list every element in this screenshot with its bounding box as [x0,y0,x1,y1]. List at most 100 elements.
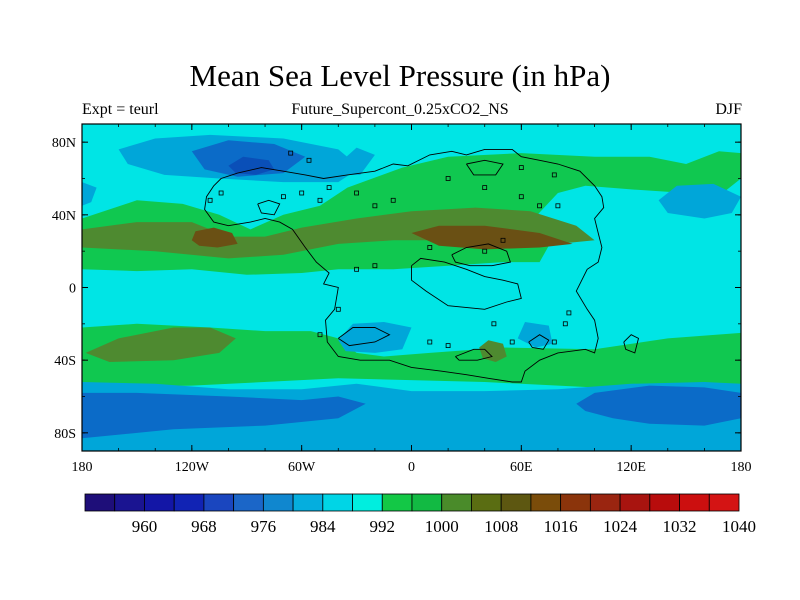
island-outline-4 [354,190,360,196]
colorbar-label: 976 [251,517,277,536]
map-axis-ticks: 180 120W 60W 0 60E 120E 180 80N 40N 0 40S 80S [52,124,752,475]
coastline-0 [204,148,605,383]
island-outline-31 [306,157,312,163]
colorbar-label: 1000 [425,517,459,536]
colorbar-swatch [381,493,413,512]
contour-region-high-core-central [411,225,573,250]
island-outline-5 [372,203,378,209]
contour-region-subtropical-high-south [82,323,741,390]
coastline-8 [528,334,550,350]
colorbar-swatch [173,493,205,512]
island-outline-28 [551,172,557,178]
contour-region-deep-low-south-west [82,392,366,439]
island-outline-3 [326,185,332,191]
coastline-6 [466,159,504,176]
coastline-outlines [204,148,640,383]
y-tick-label: 80S [54,427,76,442]
y-tick-label: 0 [69,282,76,297]
chart-title: Mean Sea Level Pressure (in hPa) [189,58,611,93]
island-outline-20 [445,343,451,349]
colorbar-label: 992 [370,517,396,536]
island-outline-11 [555,203,561,209]
contour-region-high-ridge-south [85,327,236,362]
island-outline-7 [445,176,451,181]
island-outline-1 [299,190,305,196]
x-tick-label: 60W [288,460,316,475]
island-outline-23 [551,339,557,345]
colorbar: 960 968 976 984 992 1000 1008 1016 1024 1032 1040 [84,493,756,536]
colorbar-swatch [352,493,383,512]
colorbar-swatch [619,493,651,512]
contour-region-east-pacific-low-north [658,183,741,219]
island-outline-18 [317,332,323,338]
colorbar-swatch [530,493,562,512]
colorbar-swatch [649,493,680,512]
colorbar-label: 1016 [544,517,578,536]
x-tick-label: 120E [616,460,646,475]
island-outline-12 [482,248,488,254]
island-outline-19 [427,339,433,345]
contour-region-land-low-south-east [517,322,553,348]
contour-region-deep-low-south-east [576,385,741,426]
colorbar-label: 984 [310,517,336,536]
colorbar-swatch [500,493,532,512]
island-outline-21 [491,321,497,327]
colorbar-label: 1024 [603,517,638,536]
colorbar-swatch [441,493,472,512]
colorbar-swatch [411,493,443,512]
island-outline-10 [537,203,542,209]
island-outline-29 [518,165,524,171]
x-tick-label: 180 [731,460,752,475]
coastline-7 [257,199,281,216]
colorbar-swatch [292,493,324,512]
colorbar-label: 968 [191,517,217,536]
experiment-label: Expt = teurl [82,101,159,118]
colorbar-swatch [233,493,264,512]
colorbar-swatch [679,493,710,512]
y-tick-label: 40N [52,209,76,224]
x-tick-label: 0 [408,460,415,475]
x-tick-label: 60E [510,460,533,475]
season-label: DJF [715,101,742,118]
colorbar-swatch [560,493,591,512]
island-outline-9 [518,194,524,200]
colorbar-swatch [322,493,353,512]
island-outline-6 [390,197,396,203]
colorbar-swatch [144,493,175,512]
pressure-contour-fill [82,124,741,451]
island-outline-13 [500,237,506,243]
contour-region-high-core-north [191,227,238,248]
colorbar-swatch [708,493,740,512]
colorbar-label: 1040 [722,517,756,536]
colorbar-swatch [203,493,235,512]
coastline-2 [451,243,511,267]
chart-subtitle: Future_Supercont_0.25xCO2_NS [291,101,509,118]
island-outline-27 [207,197,213,203]
y-tick-label: 40S [54,354,76,369]
island-outline-26 [218,190,224,196]
colorbar-swatch [84,493,116,512]
colorbar-swatch [589,493,621,512]
island-outline-0 [280,194,286,200]
contour-region-tropical-low-north [338,147,375,175]
island-outline-30 [288,150,294,156]
island-outline-15 [372,263,378,269]
y-tick-label: 80N [52,136,76,151]
island-outline-24 [562,321,568,327]
island-outline-14 [427,245,433,250]
contour-region-high-patch-south [479,340,507,362]
colorbar-swatch [471,493,502,512]
contour-region-land-low-south-west [338,322,412,353]
coastline-3 [338,327,391,347]
coastline-5 [623,334,640,354]
colorbar-swatch [262,493,294,512]
island-outline-16 [354,266,360,272]
colorbar-swatch [114,493,145,512]
contour-region-east-pacific-low-north-2 [82,182,97,206]
coastline-1 [411,257,522,310]
island-outline-17 [335,306,341,312]
island-outline-2 [317,197,323,203]
x-tick-label: 120W [175,460,210,475]
colorbar-label: 1032 [663,517,697,536]
